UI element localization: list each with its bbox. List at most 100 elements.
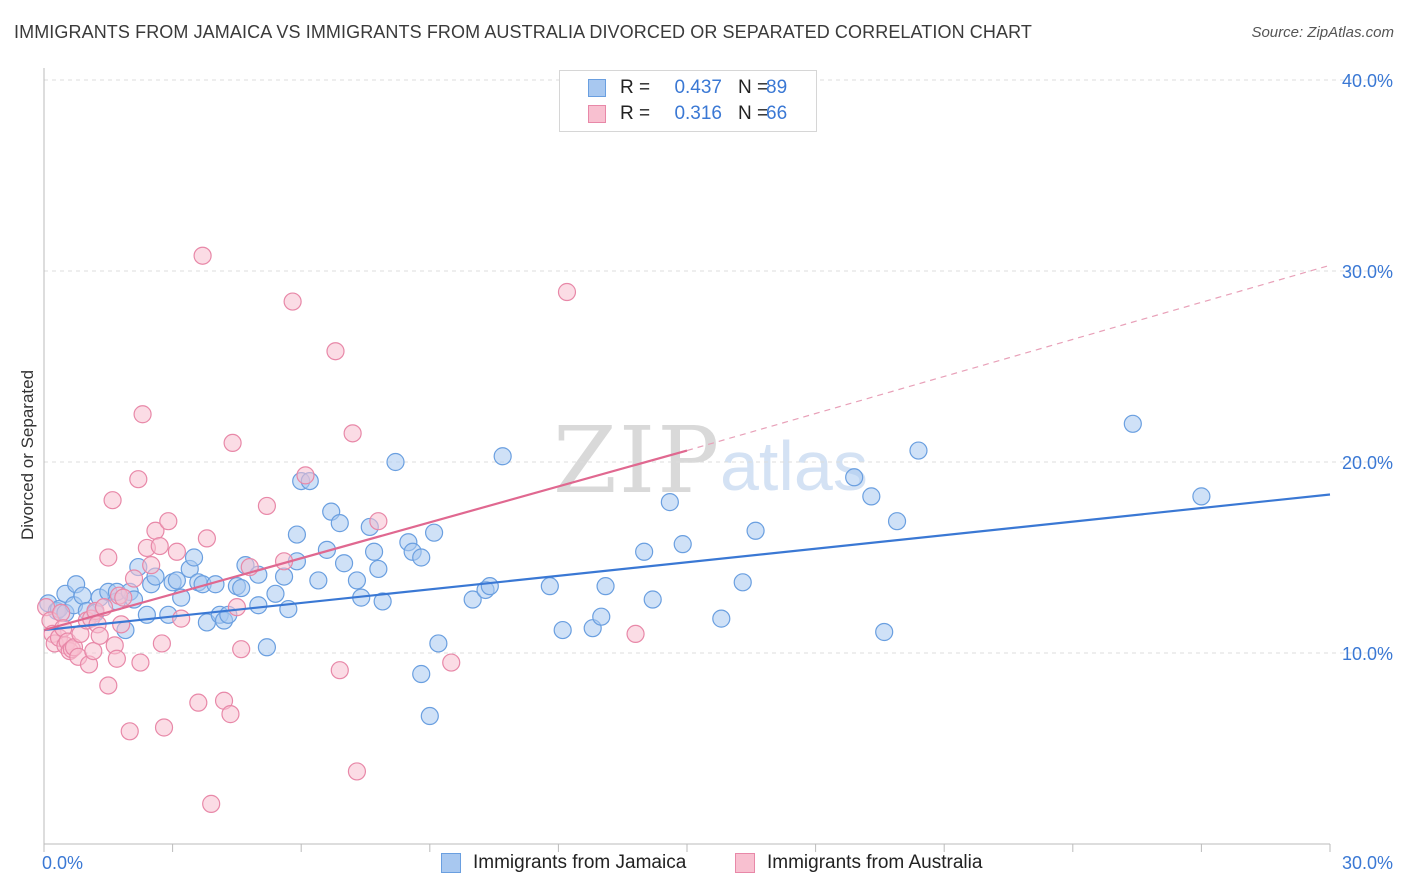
point-jamaica bbox=[909, 441, 928, 460]
point-jamaica bbox=[309, 571, 328, 590]
point-australia bbox=[120, 722, 139, 741]
trendline-jamaica bbox=[43, 493, 1331, 632]
point-australia bbox=[442, 653, 461, 672]
chart-title: IMMIGRANTS FROM JAMAICA VS IMMIGRANTS FR… bbox=[14, 22, 1032, 42]
point-australia bbox=[227, 598, 246, 617]
point-australia bbox=[103, 491, 122, 510]
point-jamaica bbox=[317, 540, 337, 559]
legend-r-value: 0.437 bbox=[674, 77, 722, 98]
y-tick-label: 40.0% bbox=[1342, 71, 1393, 91]
point-jamaica bbox=[347, 571, 367, 590]
point-jamaica bbox=[463, 590, 482, 609]
point-australia bbox=[193, 246, 212, 265]
source-credit: Source: ZipAtlas.com bbox=[1251, 24, 1394, 41]
point-australia bbox=[221, 705, 240, 724]
point-jamaica bbox=[862, 487, 881, 506]
y-tick-label: 30.0% bbox=[1342, 262, 1393, 282]
point-jamaica bbox=[330, 514, 349, 533]
point-australia bbox=[112, 615, 131, 634]
point-jamaica bbox=[369, 559, 388, 579]
point-jamaica bbox=[249, 596, 268, 615]
point-jamaica bbox=[660, 493, 679, 512]
point-australia bbox=[283, 292, 302, 311]
x-tick-label: 30.0% bbox=[1342, 853, 1393, 873]
bottom-legend-swatch-jamaica bbox=[441, 853, 461, 873]
point-jamaica bbox=[364, 542, 384, 561]
watermark-atlas: atlas bbox=[720, 427, 868, 505]
point-jamaica bbox=[287, 525, 307, 544]
point-jamaica bbox=[635, 542, 654, 561]
legend-r-value: 0.316 bbox=[674, 103, 722, 124]
point-australia bbox=[330, 661, 349, 680]
legend-swatch-australia bbox=[588, 105, 606, 123]
point-australia bbox=[167, 542, 186, 561]
point-australia bbox=[129, 470, 148, 489]
stats-legend: R = 0.437 N = 89 R = 0.316 N = 66 bbox=[559, 70, 817, 132]
point-jamaica bbox=[712, 609, 731, 628]
point-jamaica bbox=[845, 468, 864, 487]
point-jamaica bbox=[733, 573, 752, 592]
point-australia bbox=[159, 512, 178, 531]
point-australia bbox=[99, 548, 118, 567]
x-tick-label: 0.0% bbox=[42, 853, 83, 873]
point-jamaica bbox=[746, 521, 765, 540]
legend-r-label: R = bbox=[620, 77, 651, 98]
legend-n-value: 89 bbox=[766, 77, 788, 98]
y-tick-label: 10.0% bbox=[1342, 644, 1393, 664]
point-australia bbox=[114, 588, 133, 607]
point-australia bbox=[223, 433, 242, 452]
point-australia bbox=[202, 794, 221, 813]
point-australia bbox=[257, 496, 277, 516]
watermark-zip: ZIP bbox=[553, 407, 721, 514]
point-australia bbox=[189, 693, 208, 712]
point-australia bbox=[133, 405, 152, 424]
bottom-legend-label: Immigrants from Jamaica bbox=[473, 852, 687, 873]
point-australia bbox=[626, 624, 645, 644]
point-australia bbox=[52, 603, 71, 622]
y-tick-label: 20.0% bbox=[1342, 453, 1393, 473]
point-jamaica bbox=[596, 577, 615, 596]
point-australia bbox=[152, 634, 171, 653]
point-jamaica bbox=[493, 447, 512, 466]
point-australia bbox=[197, 529, 216, 548]
point-australia bbox=[343, 424, 362, 443]
legend-r-label: R = bbox=[620, 103, 651, 124]
point-australia bbox=[99, 676, 118, 695]
point-jamaica bbox=[480, 577, 499, 596]
legend-n-value: 66 bbox=[766, 103, 788, 124]
point-jamaica bbox=[1123, 414, 1142, 433]
point-jamaica bbox=[266, 584, 285, 603]
point-jamaica bbox=[875, 622, 894, 642]
point-jamaica bbox=[184, 548, 204, 567]
point-jamaica bbox=[386, 452, 405, 472]
point-australia bbox=[232, 640, 251, 659]
trendline-australia-extension bbox=[686, 264, 1331, 452]
point-jamaica bbox=[643, 590, 662, 609]
point-australia bbox=[107, 649, 126, 668]
point-jamaica bbox=[592, 607, 611, 626]
point-australia bbox=[84, 641, 103, 661]
point-jamaica bbox=[420, 706, 439, 726]
point-jamaica bbox=[412, 664, 431, 684]
point-australia bbox=[347, 762, 367, 781]
point-jamaica bbox=[373, 592, 392, 611]
trendline-australia bbox=[43, 449, 688, 632]
point-jamaica bbox=[334, 554, 354, 573]
legend-n-label: N = bbox=[738, 77, 769, 98]
point-jamaica bbox=[167, 571, 186, 590]
point-australia bbox=[172, 609, 191, 628]
legend-n-label: N = bbox=[738, 103, 769, 124]
point-jamaica bbox=[429, 634, 448, 653]
point-jamaica bbox=[887, 512, 907, 531]
point-australia bbox=[90, 626, 109, 645]
point-jamaica bbox=[232, 578, 251, 598]
point-jamaica bbox=[673, 535, 692, 554]
point-australia bbox=[326, 342, 345, 361]
point-jamaica bbox=[412, 548, 431, 567]
point-jamaica bbox=[274, 567, 294, 586]
point-jamaica bbox=[540, 577, 559, 596]
point-australia bbox=[557, 282, 577, 302]
point-jamaica bbox=[424, 523, 444, 542]
point-jamaica bbox=[73, 586, 92, 605]
